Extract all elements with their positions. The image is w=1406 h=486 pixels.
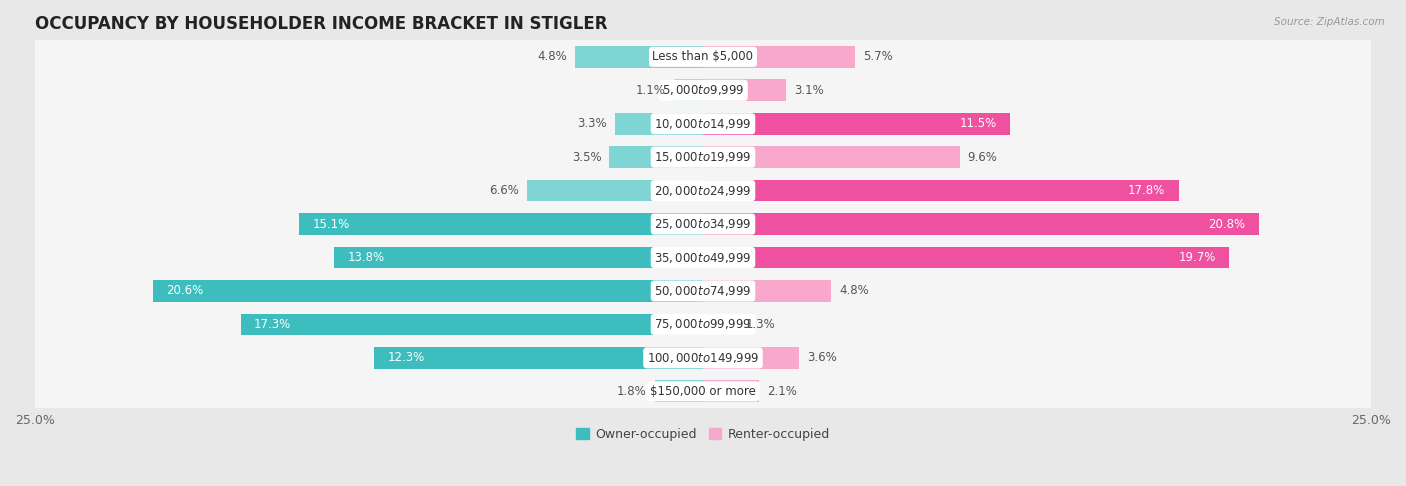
Text: 13.8%: 13.8% [347, 251, 385, 264]
Text: $150,000 or more: $150,000 or more [650, 385, 756, 398]
Bar [609, 146, 703, 168]
FancyBboxPatch shape [34, 204, 1372, 244]
Bar [703, 79, 786, 101]
Text: 6.6%: 6.6% [489, 184, 519, 197]
Text: 19.7%: 19.7% [1178, 251, 1216, 264]
Bar [703, 146, 959, 168]
Text: 17.8%: 17.8% [1128, 184, 1166, 197]
Text: 4.8%: 4.8% [537, 51, 567, 63]
Legend: Owner-occupied, Renter-occupied: Owner-occupied, Renter-occupied [571, 423, 835, 446]
Text: $75,000 to $99,999: $75,000 to $99,999 [654, 317, 752, 331]
FancyBboxPatch shape [34, 371, 1372, 412]
Text: 15.1%: 15.1% [314, 218, 350, 230]
Text: 4.8%: 4.8% [839, 284, 869, 297]
Text: Less than $5,000: Less than $5,000 [652, 51, 754, 63]
Bar [703, 381, 759, 402]
Text: 20.6%: 20.6% [166, 284, 202, 297]
Text: OCCUPANCY BY HOUSEHOLDER INCOME BRACKET IN STIGLER: OCCUPANCY BY HOUSEHOLDER INCOME BRACKET … [35, 15, 607, 33]
Text: 1.1%: 1.1% [636, 84, 665, 97]
Bar [240, 313, 703, 335]
Bar [703, 280, 831, 302]
FancyBboxPatch shape [34, 171, 1372, 211]
Bar [703, 347, 799, 369]
FancyBboxPatch shape [34, 70, 1372, 110]
Bar [703, 46, 855, 68]
Bar [575, 46, 703, 68]
Text: 3.6%: 3.6% [807, 351, 837, 364]
Text: $20,000 to $24,999: $20,000 to $24,999 [654, 184, 752, 198]
Bar [527, 180, 703, 202]
Bar [703, 313, 738, 335]
Text: 11.5%: 11.5% [960, 117, 997, 130]
FancyBboxPatch shape [34, 36, 1372, 77]
Text: 3.1%: 3.1% [794, 84, 824, 97]
FancyBboxPatch shape [34, 104, 1372, 144]
Text: 5.7%: 5.7% [863, 51, 893, 63]
Bar [152, 280, 703, 302]
Bar [703, 113, 1011, 135]
Bar [299, 213, 703, 235]
Bar [614, 113, 703, 135]
Bar [673, 79, 703, 101]
Text: 9.6%: 9.6% [967, 151, 997, 164]
Text: Source: ZipAtlas.com: Source: ZipAtlas.com [1274, 17, 1385, 27]
FancyBboxPatch shape [34, 304, 1372, 345]
Text: $35,000 to $49,999: $35,000 to $49,999 [654, 250, 752, 264]
Text: $5,000 to $9,999: $5,000 to $9,999 [662, 83, 744, 97]
Text: 12.3%: 12.3% [388, 351, 425, 364]
FancyBboxPatch shape [34, 338, 1372, 378]
Text: 2.1%: 2.1% [768, 385, 797, 398]
FancyBboxPatch shape [34, 237, 1372, 278]
Bar [703, 247, 1229, 268]
Text: 1.3%: 1.3% [745, 318, 776, 331]
Bar [374, 347, 703, 369]
Bar [703, 180, 1178, 202]
Text: $15,000 to $19,999: $15,000 to $19,999 [654, 150, 752, 164]
Bar [335, 247, 703, 268]
Bar [703, 213, 1258, 235]
FancyBboxPatch shape [34, 137, 1372, 177]
Text: 3.3%: 3.3% [578, 117, 607, 130]
Text: 1.8%: 1.8% [617, 385, 647, 398]
Text: 3.5%: 3.5% [572, 151, 602, 164]
Text: 20.8%: 20.8% [1208, 218, 1246, 230]
Text: $25,000 to $34,999: $25,000 to $34,999 [654, 217, 752, 231]
Text: $10,000 to $14,999: $10,000 to $14,999 [654, 117, 752, 131]
Text: $100,000 to $149,999: $100,000 to $149,999 [647, 351, 759, 365]
FancyBboxPatch shape [34, 271, 1372, 311]
Text: 17.3%: 17.3% [254, 318, 291, 331]
Bar [655, 381, 703, 402]
Text: $50,000 to $74,999: $50,000 to $74,999 [654, 284, 752, 298]
